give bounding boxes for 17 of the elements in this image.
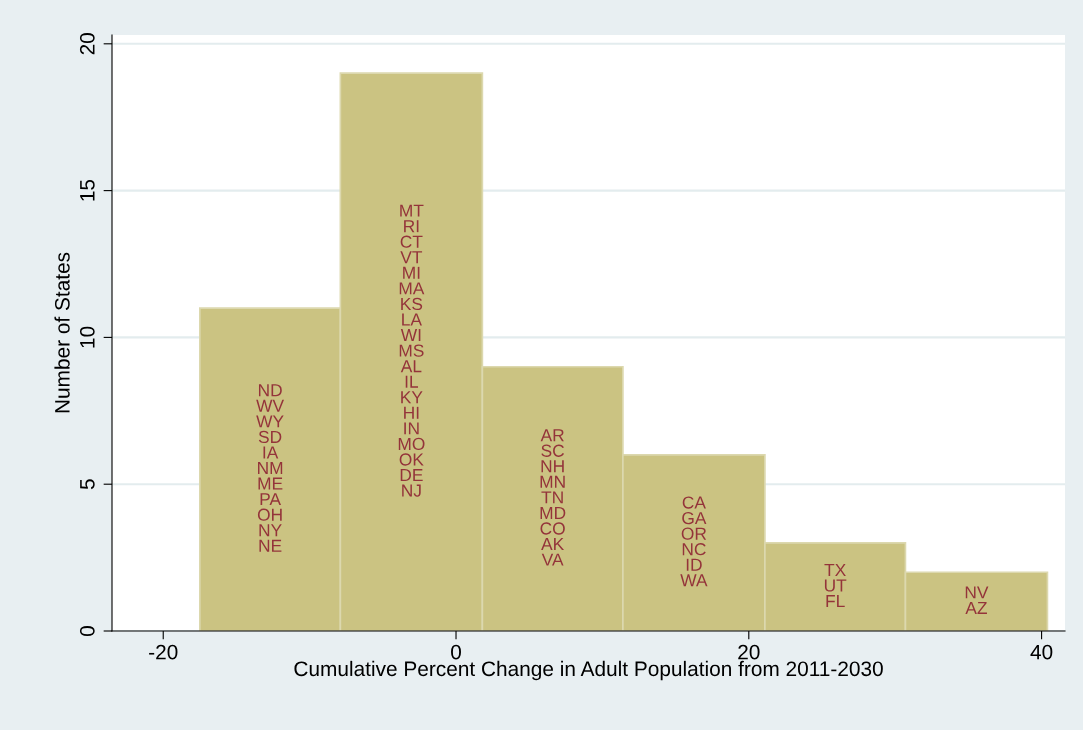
- x-tick-label: -20: [149, 644, 178, 660]
- x-tick-label: 40: [1030, 644, 1053, 660]
- x-axis-title: Cumulative Percent Change in Adult Population from 2011-2030: [294, 660, 883, 681]
- y-tick-label: 5: [80, 479, 95, 490]
- y-tick-label: 0: [79, 626, 95, 636]
- x-tick-label: 20: [738, 644, 760, 660]
- y-tick-label: 20: [79, 33, 95, 55]
- y-axis-title: Number of States: [54, 252, 70, 413]
- data-label: CA GA OR NC ID WA: [680, 496, 708, 587]
- data-label: NV AZ: [965, 586, 989, 614]
- text: AR SC NH MN TN MD CO AK VA: [540, 429, 566, 566]
- text: ND WV WY SD IA NM ME PA OH NY NE: [256, 384, 285, 552]
- text: MT RI CT VT MI MA KS LA WI MS AL IL KY HI IN MO OK DE NJ: [398, 204, 425, 497]
- y-tick-label: 15: [80, 179, 95, 201]
- y-tick-label: 10: [79, 326, 95, 348]
- x-tick-label: 0: [451, 644, 461, 660]
- data-label: TX UT FL: [824, 563, 847, 607]
